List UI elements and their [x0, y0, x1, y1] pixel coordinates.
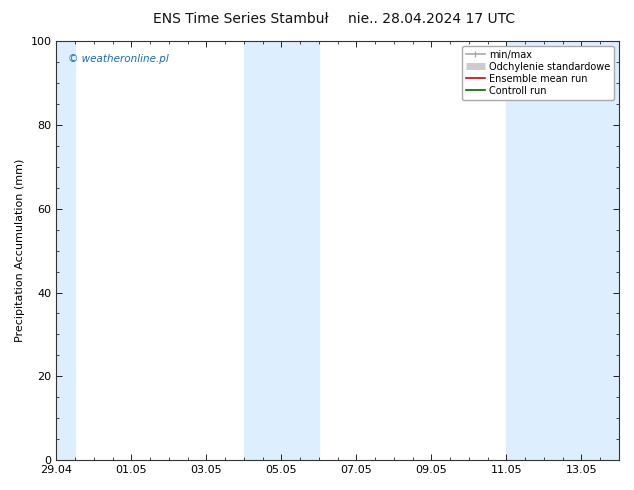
- Legend: min/max, Odchylenie standardowe, Ensemble mean run, Controll run: min/max, Odchylenie standardowe, Ensembl…: [462, 46, 614, 99]
- Text: nie.. 28.04.2024 17 UTC: nie.. 28.04.2024 17 UTC: [347, 12, 515, 26]
- Bar: [507, 41, 634, 460]
- Bar: [37, 41, 75, 460]
- Bar: [244, 41, 319, 460]
- Y-axis label: Precipitation Accumulation (mm): Precipitation Accumulation (mm): [15, 159, 25, 343]
- Text: © weatheronline.pl: © weatheronline.pl: [68, 53, 169, 64]
- Text: ENS Time Series Stambuł: ENS Time Series Stambuł: [153, 12, 328, 26]
